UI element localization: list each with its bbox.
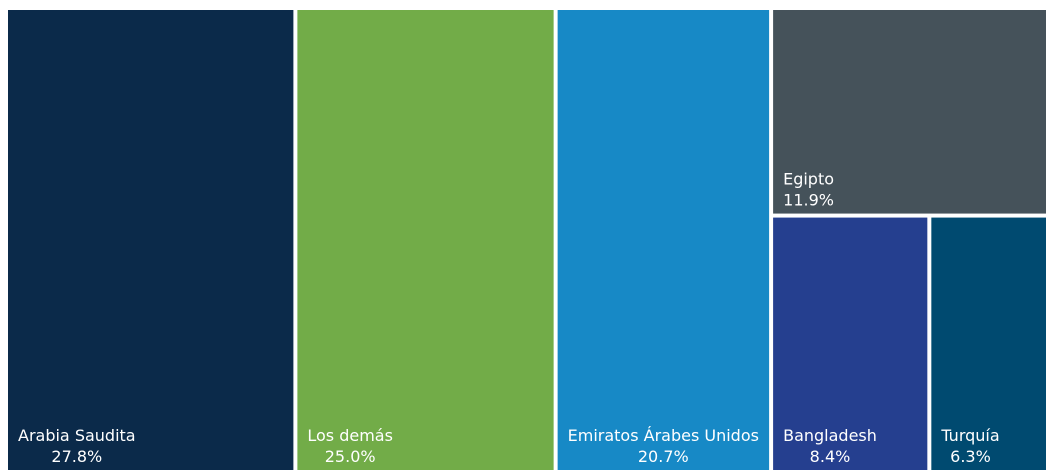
treemap-cell (931, 217, 1046, 470)
category-label: Egipto (783, 170, 834, 189)
category-line: Egipto (783, 170, 834, 189)
category-line: Los demás (307, 426, 393, 445)
treemap-cell (773, 10, 1046, 214)
value-label: 25.0% (325, 447, 376, 466)
value-label: 8.4% (810, 447, 851, 466)
category-label: Bangladesh (783, 426, 877, 445)
cell-label: Egipto 11.9% (783, 170, 834, 210)
treemap-cell (8, 10, 294, 470)
value-label: 27.8% (51, 447, 102, 466)
category-line: Turquía (940, 426, 999, 445)
category-line: Arabia Saudita (18, 426, 136, 445)
cell-label: Turquía 6.3% (940, 426, 999, 466)
category-label: Turquía (940, 426, 999, 445)
treemap-cell (773, 217, 928, 470)
cell-label: Bangladesh 8.4% (783, 426, 877, 466)
cell-label: Arabia Saudita 27.8% (18, 426, 136, 466)
category-line: Emiratos Árabes Unidos (568, 426, 759, 445)
treemap-cell (297, 10, 554, 470)
value-label: 11.9% (783, 191, 834, 210)
category-label: Los demás (307, 426, 393, 445)
cell-label: Los demás 25.0% (307, 426, 393, 466)
category-label: Arabia Saudita (18, 426, 136, 445)
value-label: 6.3% (950, 447, 991, 466)
value-label: 20.7% (638, 447, 689, 466)
category-line: Bangladesh (783, 426, 877, 445)
category-label: Emiratos Árabes Unidos (568, 426, 759, 445)
treemap-cell (557, 10, 770, 470)
cell-label: Emiratos Árabes Unidos 20.7% (568, 426, 759, 466)
